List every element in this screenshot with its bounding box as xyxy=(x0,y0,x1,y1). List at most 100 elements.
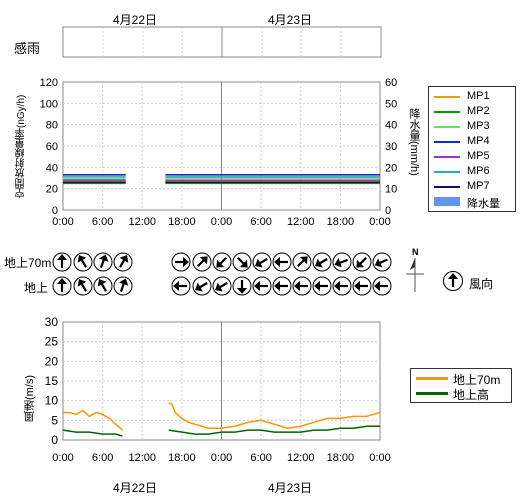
bottom-x-tick-label: 12:00 xyxy=(128,452,156,464)
wind-arrow-head xyxy=(299,256,308,265)
wind-arrow-shaft xyxy=(198,282,208,289)
wind-arrow-head xyxy=(57,254,67,260)
wind-arrow-icon xyxy=(352,252,372,272)
bottom-y-tick-label: 30 xyxy=(45,315,59,329)
wind-arrow-icon xyxy=(73,252,93,272)
legend-item: MP1 xyxy=(429,90,515,104)
top-x-tick-label: 0:00 xyxy=(52,216,73,228)
wind-arrow-shape xyxy=(57,254,67,268)
wind-arrow-head xyxy=(173,281,179,291)
wind-label-70m: 地上70m xyxy=(4,256,52,270)
compass-n-label: N xyxy=(412,247,419,257)
bottom-legend: 地上70m 地上高 xyxy=(410,368,512,403)
top-x-tick-label: 0:00 xyxy=(211,216,232,228)
bottom-x-tick-label: 6:00 xyxy=(250,452,271,464)
wind-arrow-shape xyxy=(195,282,208,292)
top-right-tick-label: 0 xyxy=(385,205,391,217)
bottom-x-tick-label: 0:00 xyxy=(369,452,390,464)
legend-item: MP6 xyxy=(429,165,515,179)
legend-label: MP5 xyxy=(467,150,490,162)
wind-arrow-icon xyxy=(312,252,332,272)
wind-arrow-shape xyxy=(237,280,247,294)
wind-arrow-head xyxy=(334,281,340,291)
wind-speed-line xyxy=(62,429,123,437)
bottom-x-tick-label: 6:00 xyxy=(92,452,113,464)
wind-arrow-shape xyxy=(255,258,268,268)
wind-arrow-icon xyxy=(292,276,312,296)
wind-arrow-icon xyxy=(52,252,72,272)
wind-arrow-icon xyxy=(332,276,352,296)
wind-arrow-head xyxy=(183,257,189,267)
legend-item: MP5 xyxy=(429,150,515,164)
wind-speed-line xyxy=(168,425,380,435)
wind-arrow-head xyxy=(239,259,248,268)
bottom-y-tick-label: 10 xyxy=(45,394,59,408)
top-left-tick-label: 40 xyxy=(46,162,58,174)
top-x-tick-label: 6:00 xyxy=(250,216,271,228)
date-label-day1: 4月22日 xyxy=(113,13,158,27)
legend-swatch xyxy=(416,377,448,380)
wind-arrow-shaft xyxy=(99,258,106,269)
wind-speed-line xyxy=(168,401,381,429)
rain-sense-strip xyxy=(62,26,382,58)
wind-arrow-head xyxy=(294,281,300,291)
wind-arrow-shape xyxy=(77,255,87,268)
date-label-day2: 4月23日 xyxy=(268,13,313,27)
wind-arrow-head xyxy=(374,281,380,291)
legend-swatch xyxy=(434,186,460,188)
compass-icon: N xyxy=(406,247,424,292)
wind-arrow-icon xyxy=(332,252,352,272)
bottom-x-tick-label: 18:00 xyxy=(168,452,196,464)
wind-arrow-shape xyxy=(374,281,388,291)
top-left-tick-label: 0 xyxy=(52,205,58,217)
legend-swatch xyxy=(434,111,460,113)
top-x-tick-label: 6:00 xyxy=(92,216,113,228)
legend-item: 降水量 xyxy=(429,195,515,210)
wind-arrow-head xyxy=(315,258,323,268)
wind-arrow-head xyxy=(274,281,280,291)
wind-arrow-icon xyxy=(212,276,232,296)
wind-arrow-shape xyxy=(354,281,368,291)
wind-arrow-icon xyxy=(52,276,72,296)
date-label-day2-bottom: 4月23日 xyxy=(268,481,313,495)
top-x-tick-label: 12:00 xyxy=(287,216,315,228)
wind-arrow-shaft xyxy=(236,256,245,265)
wind-arrow-shape xyxy=(334,281,348,291)
legend-item: MP7 xyxy=(429,180,515,194)
bottom-y-tick-label: 5 xyxy=(51,413,58,427)
top-legend: MP1 MP2 MP3 MP4 MP5 MP6 MP7 降水量 xyxy=(428,86,516,212)
date-label-day1-bottom: 4月22日 xyxy=(113,481,158,495)
wind-arrow-icon xyxy=(113,252,133,272)
wind-arrow-shaft xyxy=(196,259,205,268)
wind-arrow-icon xyxy=(73,276,93,296)
legend-item: 地上高 xyxy=(411,386,511,402)
wind-arrow-shape xyxy=(254,281,268,291)
wind-arrow-icon xyxy=(171,276,191,296)
wind-arrow-shape xyxy=(274,281,288,291)
wind-arrow-shaft xyxy=(258,258,268,265)
wind-arrow-shape xyxy=(119,255,129,268)
legend-label: MP6 xyxy=(467,165,490,177)
legend-swatch xyxy=(434,96,460,98)
top-left-tick-label: 60 xyxy=(46,141,58,153)
legend-label: 降水量 xyxy=(467,198,500,210)
wind-arrow-shape xyxy=(196,256,208,268)
wind-arrow-icon xyxy=(352,276,372,296)
legend-swatch xyxy=(434,141,460,143)
wind-arrow-icon xyxy=(292,252,312,272)
top-x-tick-label: 18:00 xyxy=(168,216,196,228)
legend-label: 地上70m xyxy=(453,373,501,387)
wind-arrow-icon xyxy=(192,252,212,272)
wind-direction-legend-label: 風向 xyxy=(469,277,494,291)
wind-arrow-shaft xyxy=(80,258,87,268)
top-x-tick-label: 0:00 xyxy=(369,216,390,228)
top-right-tick-label: 40 xyxy=(385,120,397,132)
wind-arrow-head xyxy=(118,278,129,286)
wind-arrow-head xyxy=(98,254,109,262)
top-right-tick-label: 60 xyxy=(385,77,397,89)
top-left-tick-label: 20 xyxy=(46,184,58,196)
top-right-tick-label: 30 xyxy=(385,141,397,153)
wind-arrow-shape xyxy=(314,281,328,291)
wind-arrow-head xyxy=(199,256,208,265)
